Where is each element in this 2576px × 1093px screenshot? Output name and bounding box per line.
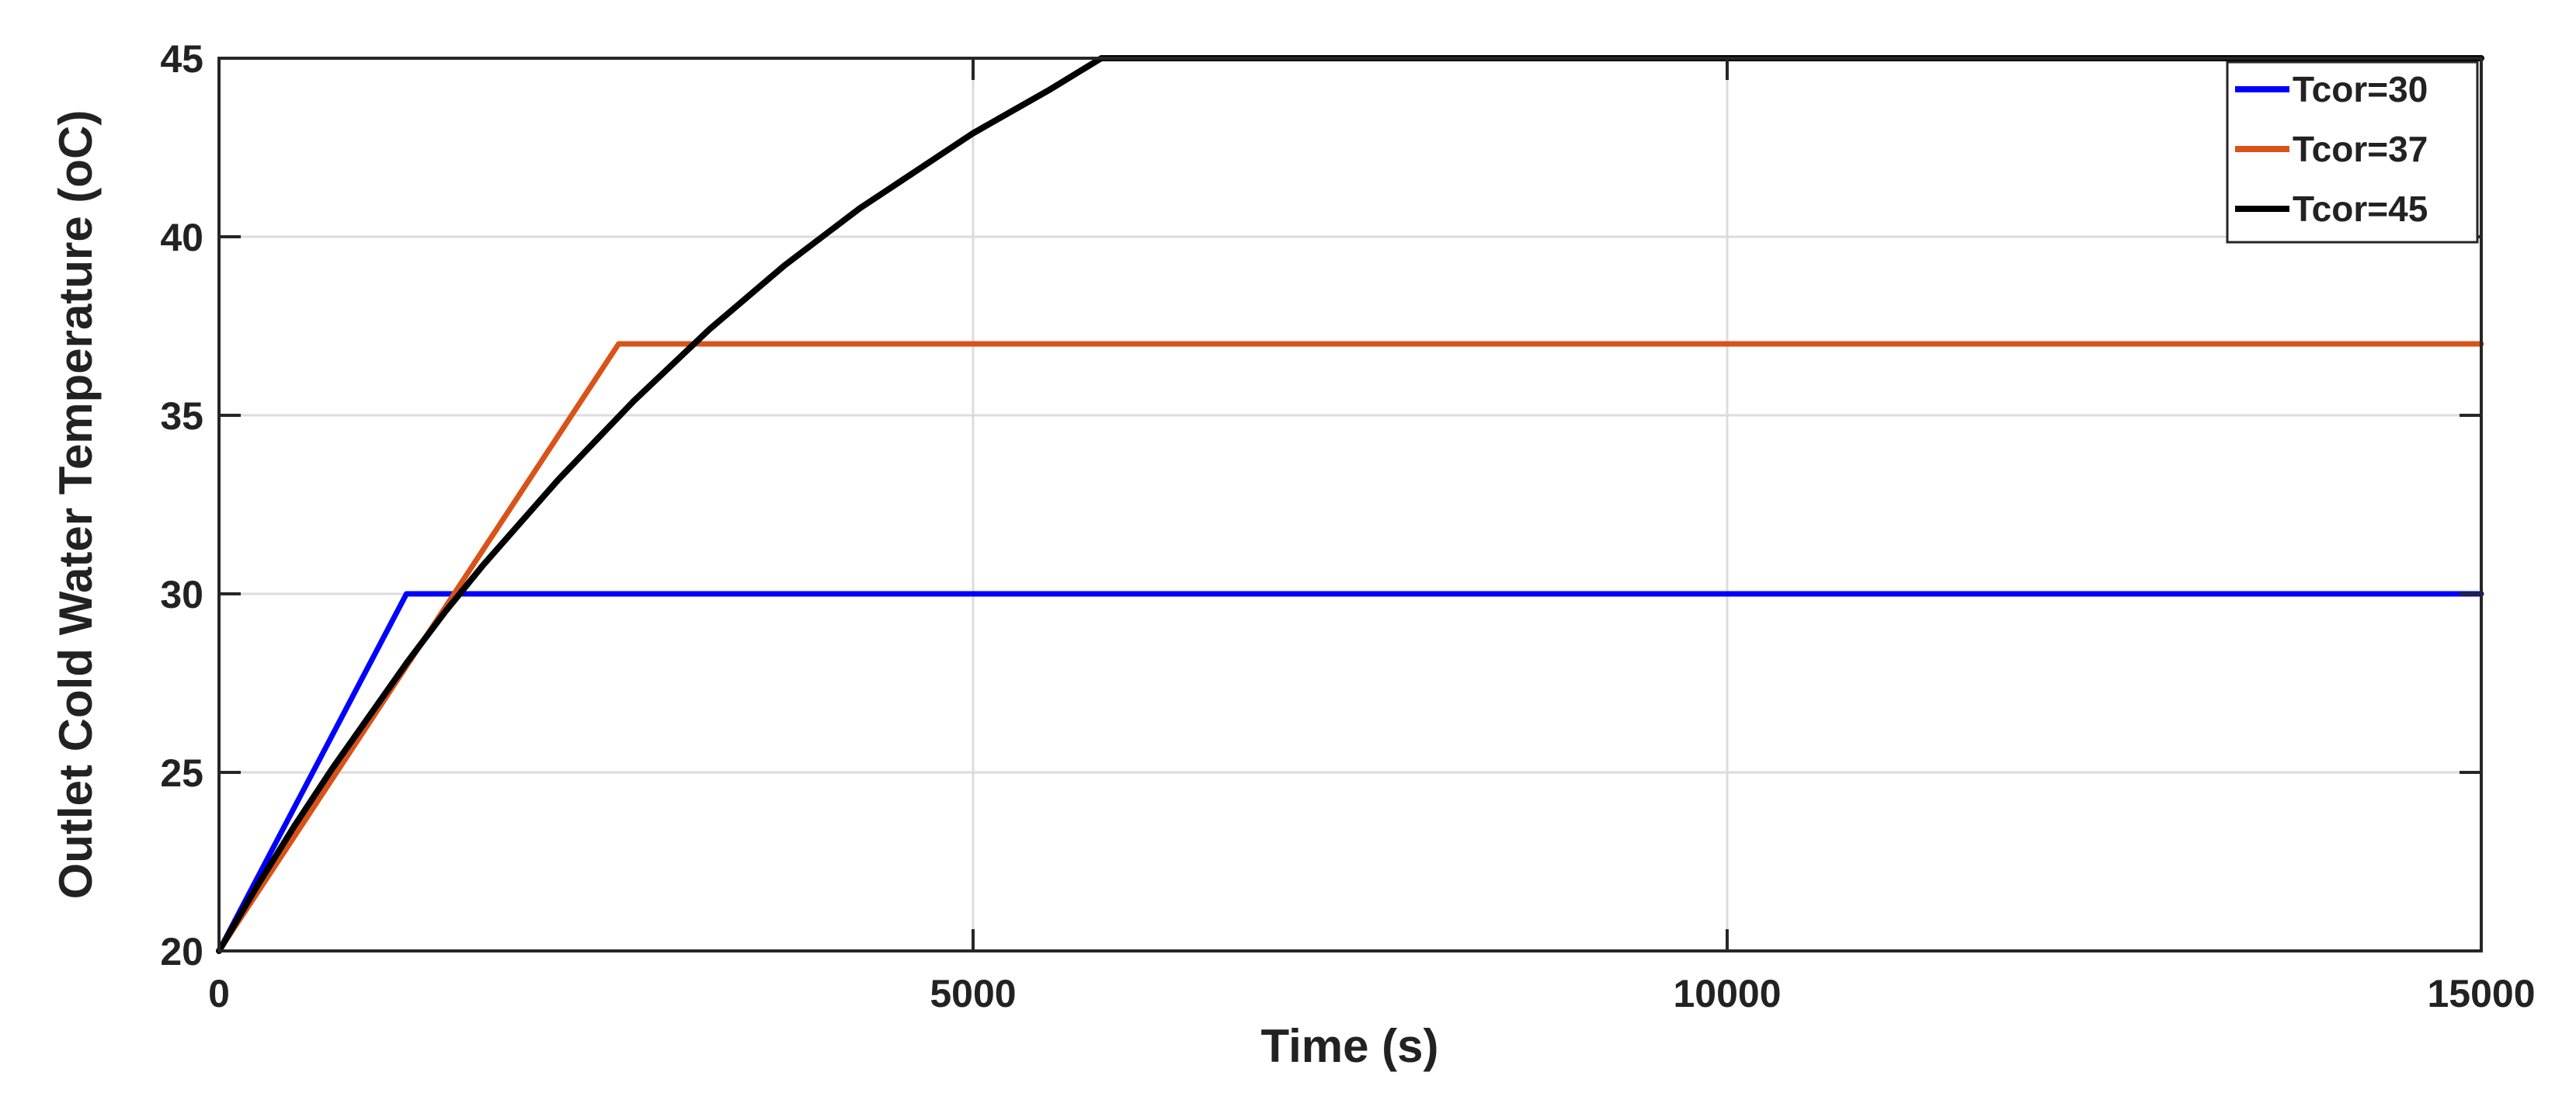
- y-axis-label: Outlet Cold Water Temperature (oC): [50, 110, 102, 900]
- series-line-1: [216, 591, 2484, 954]
- series-line-3: [216, 55, 2484, 954]
- y-axis-label-main: Outlet Cold Water Temperature (: [50, 188, 102, 900]
- x-ticks: 0 5000 10000 15000: [208, 58, 2536, 1015]
- legend: Tcor=30 Tcor=37 Tcor=45: [2226, 61, 2479, 244]
- x-tick-label: 10000: [1673, 972, 1781, 1015]
- y-tick-label: 45: [160, 37, 203, 81]
- x-tick-label: 15000: [2427, 972, 2535, 1015]
- y-tick-label: 25: [160, 751, 203, 795]
- legend-label-1: Tcor=30: [2293, 69, 2428, 109]
- legend-label-3: Tcor=45: [2293, 189, 2428, 229]
- plot-background: [219, 58, 2481, 951]
- y-tick-label: 40: [160, 216, 203, 259]
- series-layer: [216, 55, 2484, 954]
- x-tick-label: 5000: [930, 972, 1016, 1015]
- y-tick-label: 30: [160, 573, 203, 616]
- y-ticks: 20 25 30 35 40 45: [160, 37, 2481, 973]
- legend-label-2: Tcor=37: [2293, 129, 2428, 169]
- x-axis-label: Time (s): [1261, 1020, 1439, 1072]
- y-axis-label-unit: oC): [50, 110, 102, 188]
- series-line-2: [216, 341, 2484, 954]
- plot-frame: [217, 57, 2483, 952]
- y-tick-label: 35: [160, 394, 203, 438]
- y-tick-label: 20: [160, 930, 203, 973]
- x-tick-label: 0: [208, 972, 230, 1015]
